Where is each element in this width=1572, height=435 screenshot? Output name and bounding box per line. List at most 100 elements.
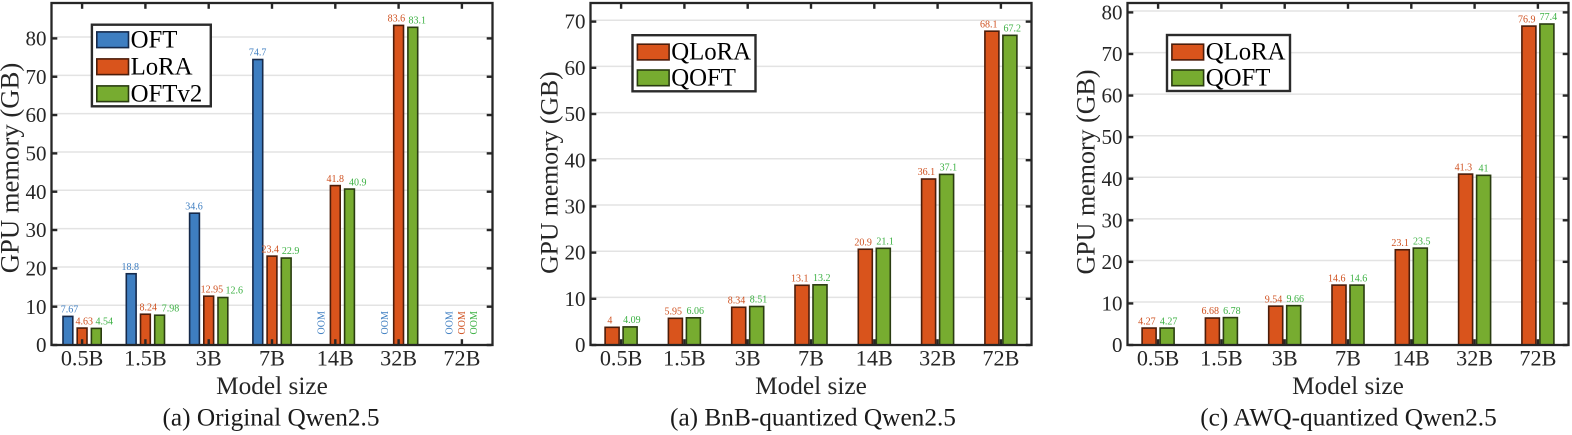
svg-text:50: 50 [26, 141, 47, 165]
svg-text:67.2: 67.2 [1004, 24, 1022, 35]
svg-text:QOFT: QOFT [1206, 64, 1271, 91]
svg-text:20.9: 20.9 [854, 237, 872, 248]
svg-text:0.5B: 0.5B [1137, 345, 1180, 370]
svg-text:10: 10 [565, 287, 586, 311]
svg-text:12.6: 12.6 [225, 286, 243, 297]
svg-text:10: 10 [1102, 292, 1123, 316]
svg-text:72B: 72B [1519, 345, 1556, 370]
svg-text:(a) Original Qwen2.5: (a) Original Qwen2.5 [162, 403, 379, 431]
svg-text:13.1: 13.1 [791, 273, 809, 284]
svg-text:1.5B: 1.5B [1200, 345, 1243, 370]
svg-text:3B: 3B [196, 345, 222, 370]
svg-text:7.67: 7.67 [61, 305, 79, 316]
svg-text:7B: 7B [259, 345, 285, 370]
svg-text:4.27: 4.27 [1138, 316, 1156, 327]
svg-text:41: 41 [1479, 164, 1489, 175]
svg-text:OOM: OOM [445, 311, 456, 334]
svg-text:7B: 7B [798, 345, 824, 370]
svg-text:OFT: OFT [131, 26, 178, 53]
svg-text:40: 40 [26, 180, 47, 204]
svg-text:0.5B: 0.5B [600, 345, 643, 370]
svg-text:7.98: 7.98 [162, 303, 180, 314]
svg-text:32B: 32B [1456, 345, 1493, 370]
svg-text:22.9: 22.9 [282, 246, 300, 257]
svg-text:8.51: 8.51 [750, 295, 768, 306]
svg-text:1.5B: 1.5B [663, 345, 706, 370]
svg-text:1.5B: 1.5B [124, 345, 167, 370]
svg-text:0: 0 [36, 333, 47, 357]
svg-text:30: 30 [1102, 208, 1123, 232]
svg-text:70: 70 [1102, 42, 1123, 66]
svg-text:23.5: 23.5 [1413, 236, 1431, 247]
svg-text:32B: 32B [380, 345, 417, 370]
svg-text:OOM: OOM [457, 311, 468, 334]
svg-text:7B: 7B [1335, 345, 1361, 370]
svg-text:14B: 14B [856, 345, 893, 370]
svg-text:83.6: 83.6 [388, 14, 406, 25]
svg-text:34.6: 34.6 [185, 201, 203, 212]
svg-text:0: 0 [575, 333, 586, 357]
svg-text:41.8: 41.8 [326, 174, 344, 185]
svg-text:80: 80 [26, 27, 47, 51]
svg-text:70: 70 [565, 10, 586, 34]
svg-text:8.24: 8.24 [140, 302, 158, 313]
svg-text:QLoRA: QLoRA [1206, 39, 1286, 66]
svg-text:60: 60 [565, 56, 586, 80]
svg-text:QOFT: QOFT [671, 64, 736, 91]
svg-text:Model size: Model size [755, 372, 867, 400]
svg-text:18.8: 18.8 [122, 262, 140, 273]
svg-text:20: 20 [26, 256, 47, 280]
svg-text:LoRA: LoRA [131, 53, 193, 80]
svg-text:40: 40 [1102, 167, 1123, 191]
svg-text:0.5B: 0.5B [61, 345, 104, 370]
svg-text:OOM: OOM [380, 311, 391, 334]
svg-text:40.9: 40.9 [349, 177, 367, 188]
svg-text:3B: 3B [1272, 345, 1298, 370]
svg-text:14B: 14B [1393, 345, 1430, 370]
svg-text:Model size: Model size [1292, 372, 1404, 400]
svg-text:GPU memory (GB): GPU memory (GB) [0, 63, 25, 274]
svg-text:OFTv2: OFTv2 [131, 80, 203, 107]
svg-text:74.7: 74.7 [249, 48, 267, 59]
svg-text:Model size: Model size [216, 372, 328, 400]
svg-text:72B: 72B [443, 345, 480, 370]
svg-text:3B: 3B [735, 345, 761, 370]
svg-text:5.95: 5.95 [664, 307, 682, 318]
svg-text:4.54: 4.54 [95, 317, 113, 328]
svg-text:6.06: 6.06 [686, 306, 704, 317]
svg-text:40: 40 [565, 148, 586, 172]
svg-text:50: 50 [565, 102, 586, 126]
svg-text:30: 30 [565, 195, 586, 219]
svg-text:GPU memory (GB): GPU memory (GB) [535, 71, 564, 274]
svg-text:77.4: 77.4 [1540, 12, 1558, 23]
svg-text:30: 30 [26, 218, 47, 242]
svg-text:(c) AWQ-quantized Qwen2.5: (c) AWQ-quantized Qwen2.5 [1200, 403, 1497, 431]
svg-text:13.2: 13.2 [813, 273, 831, 284]
svg-text:21.1: 21.1 [876, 237, 894, 248]
svg-text:4.63: 4.63 [75, 316, 93, 327]
svg-text:14.6: 14.6 [1350, 273, 1368, 284]
svg-text:GPU memory (GB): GPU memory (GB) [1072, 69, 1101, 274]
svg-text:10: 10 [26, 295, 47, 319]
svg-text:83.1: 83.1 [409, 16, 427, 27]
svg-text:(a) BnB-quantized Qwen2.5: (a) BnB-quantized Qwen2.5 [670, 403, 956, 431]
svg-text:6.78: 6.78 [1223, 306, 1241, 317]
svg-text:4.09: 4.09 [623, 315, 641, 326]
svg-text:14B: 14B [317, 345, 354, 370]
svg-text:QLoRA: QLoRA [671, 39, 751, 66]
svg-text:OOM: OOM [317, 311, 328, 334]
svg-text:12.95: 12.95 [201, 284, 224, 295]
svg-text:60: 60 [26, 103, 47, 127]
svg-text:76.9: 76.9 [1518, 14, 1536, 25]
svg-text:14.6: 14.6 [1328, 273, 1346, 284]
svg-text:9.66: 9.66 [1286, 294, 1304, 305]
svg-text:72B: 72B [982, 345, 1019, 370]
svg-text:50: 50 [1102, 125, 1123, 149]
svg-text:20: 20 [565, 241, 586, 265]
svg-text:68.1: 68.1 [980, 19, 998, 30]
svg-text:60: 60 [1102, 84, 1123, 108]
svg-text:4: 4 [607, 316, 612, 327]
svg-text:80: 80 [1102, 1, 1123, 25]
svg-text:70: 70 [26, 65, 47, 89]
svg-text:4.27: 4.27 [1160, 316, 1178, 327]
